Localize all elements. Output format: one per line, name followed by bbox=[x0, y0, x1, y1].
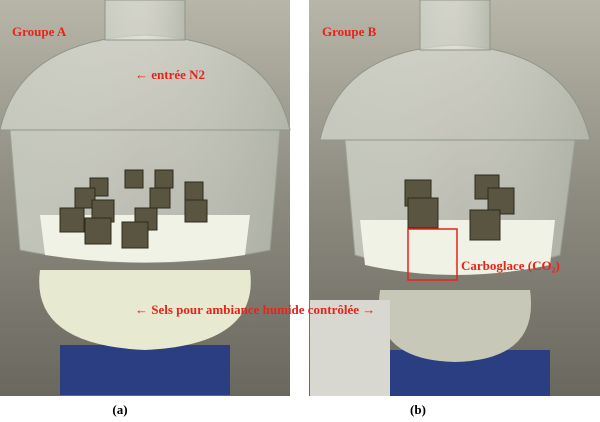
photo-b bbox=[309, 0, 600, 396]
inlet-annotation: ← entrée N2 bbox=[135, 67, 205, 82]
salts-annotation: ← Sels pour ambiance humide contrôlée → bbox=[135, 302, 375, 317]
caption: (a) bbox=[112, 402, 127, 417]
panel-label: Groupe B bbox=[322, 24, 377, 39]
caption: (b) bbox=[410, 402, 426, 417]
panel-label: Groupe A bbox=[12, 24, 67, 39]
photo-a bbox=[0, 0, 291, 396]
dry-ice-annotation: Carboglace (CO₂) bbox=[461, 258, 560, 273]
